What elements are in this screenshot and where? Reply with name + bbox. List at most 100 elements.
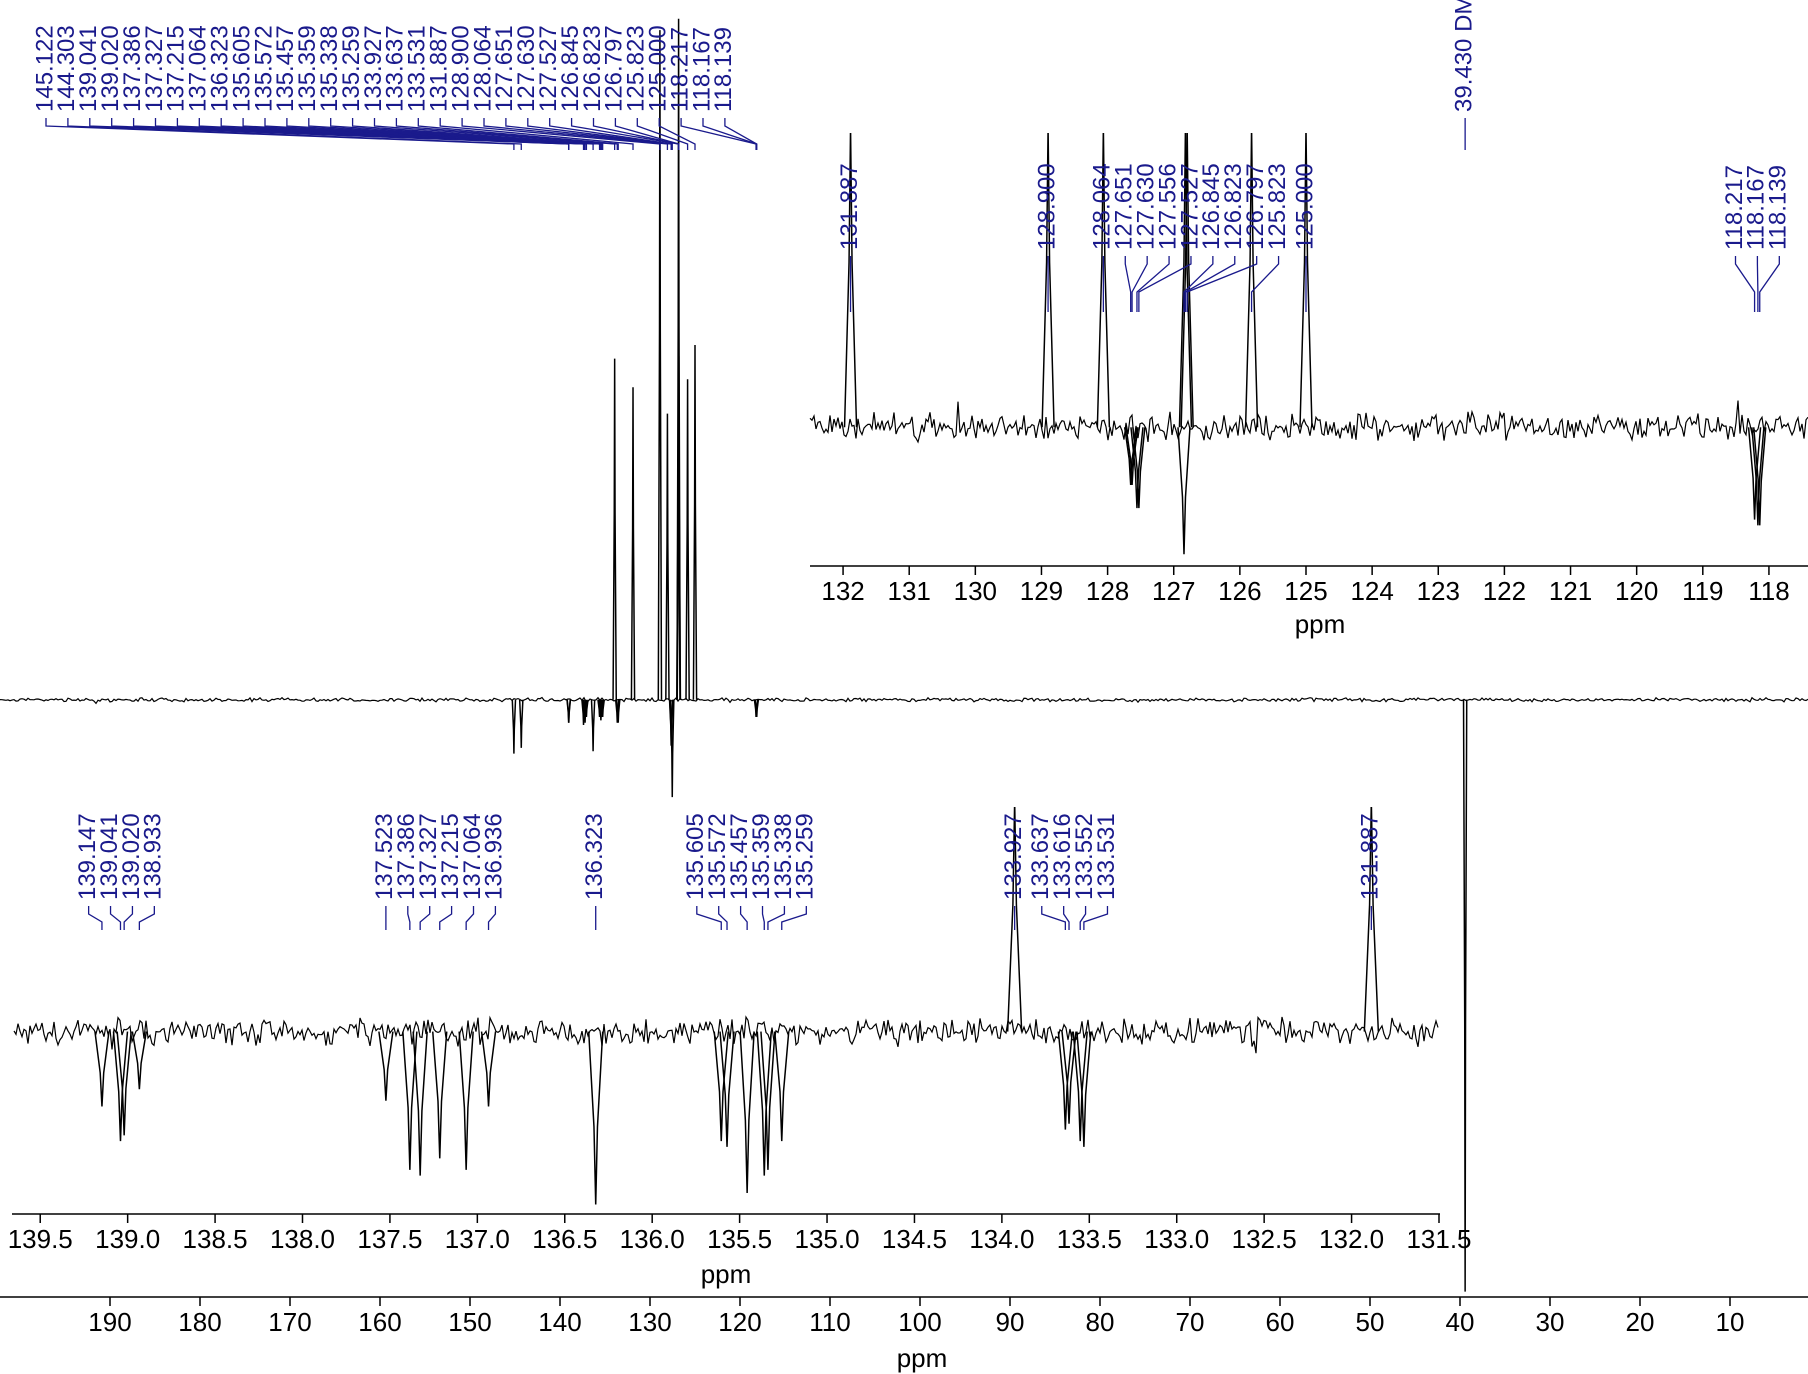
peak-leader [417, 118, 619, 150]
peak [587, 1031, 604, 1205]
x-axis-label: ppm [1295, 609, 1346, 639]
peak-label: 137.064 [185, 25, 212, 112]
peak-leader [1041, 906, 1067, 930]
peak-label: 128.064 [469, 25, 496, 112]
peak [657, 30, 663, 700]
x-tick-label: 170 [268, 1307, 311, 1337]
peak-label: 125.000 [1291, 163, 1318, 250]
x-tick-label: 129 [1020, 576, 1063, 606]
peak-leader [1083, 906, 1109, 930]
peak-label: 135.457 [272, 25, 299, 112]
x-tick-label: 60 [1266, 1307, 1295, 1337]
x-tick-label: 135.5 [707, 1224, 772, 1254]
peak [1057, 1031, 1074, 1130]
peak [756, 1031, 773, 1176]
peak [131, 1031, 148, 1090]
x-tick-label: 100 [898, 1307, 941, 1337]
peak [518, 699, 524, 748]
peak-label: 128.900 [447, 25, 474, 112]
x-tick-label: 180 [178, 1307, 221, 1337]
x-tick-label: 136.5 [532, 1224, 597, 1254]
peak-leader [483, 118, 669, 150]
peak-label: 135.572 [250, 25, 277, 112]
peak-label: 125.000 [645, 25, 672, 112]
peak [754, 699, 760, 717]
peak-leader [636, 118, 689, 150]
peak-label: 126.845 [1198, 163, 1225, 250]
x-tick-label: 139.0 [95, 1224, 160, 1254]
peak-label: 125.823 [1264, 163, 1291, 250]
spectrum [0, 18, 1808, 1292]
peak [1462, 699, 1468, 1292]
peak-label: 139.020 [118, 813, 145, 900]
x-tick-label: 138.0 [270, 1224, 335, 1254]
peak-label: 133.531 [404, 25, 431, 112]
peak-label: 127.651 [491, 25, 518, 112]
x-tick-label: 150 [448, 1307, 491, 1337]
peak-leader [87, 906, 103, 930]
peak-leader [123, 906, 134, 930]
peak-label: 128.064 [1089, 163, 1116, 250]
peak-leader [1250, 256, 1280, 312]
peak [480, 1031, 497, 1107]
x-tick-label: 125 [1284, 576, 1327, 606]
x-tick-label: 131.5 [1406, 1224, 1471, 1254]
peak-label: 135.259 [792, 813, 819, 900]
x-tick-label: 10 [1716, 1307, 1745, 1337]
x-tick-label: 139.5 [8, 1224, 73, 1254]
peak [1041, 133, 1055, 428]
peak [676, 356, 682, 700]
peak-leader [767, 906, 786, 930]
peak [1747, 427, 1762, 520]
peak-leader [702, 118, 758, 150]
peak-label: 133.616 [1049, 813, 1076, 900]
peak-label: 133.637 [382, 25, 409, 112]
x-tick-label: 30 [1536, 1307, 1565, 1337]
peak [739, 1031, 755, 1193]
x-tick-label: 110 [809, 1307, 850, 1337]
peak [412, 1031, 428, 1176]
peak-leader [1136, 256, 1170, 312]
peak-label: 139.147 [74, 813, 101, 900]
x-tick-label: 135.0 [794, 1224, 859, 1254]
peak-label: 126.823 [1220, 163, 1247, 250]
peak-label: 126.823 [579, 25, 606, 112]
peak-leader [111, 118, 570, 150]
peak-label: 135.259 [338, 25, 365, 112]
peak-label: 135.605 [682, 813, 709, 900]
peak-label: 133.552 [1071, 813, 1098, 900]
peak-leader [1124, 256, 1132, 312]
peak-leader [351, 118, 604, 150]
peak-leader [67, 118, 522, 150]
x-tick-label: 140 [538, 1307, 581, 1337]
peak-label: 127.556 [1154, 163, 1181, 250]
peak-label: 131.887 [836, 163, 863, 250]
peak [1130, 427, 1144, 509]
peak [590, 699, 596, 752]
peak [1006, 807, 1023, 1032]
peak [669, 699, 675, 798]
x-tick-label: 134.0 [969, 1224, 1034, 1254]
peak-leader [1184, 256, 1236, 312]
peak-label: 118.217 [1721, 165, 1748, 250]
peak-label: 139.020 [97, 25, 124, 112]
peak [402, 1031, 418, 1170]
peak [1180, 133, 1194, 428]
baseline-noise [13, 1015, 1439, 1054]
peak [432, 1031, 448, 1159]
x-tick-label: 137.0 [445, 1224, 510, 1254]
peak-label: 137.064 [459, 813, 486, 900]
peak [1178, 133, 1193, 428]
peak-label: 135.338 [316, 25, 343, 112]
peak-label: 127.630 [1133, 163, 1160, 250]
peak-leader [658, 118, 696, 150]
peak-leader [220, 118, 594, 150]
x-tick-label: 80 [1086, 1307, 1115, 1337]
peak-label: 125.823 [623, 25, 650, 112]
peak-label: 139.041 [96, 813, 123, 900]
peak [511, 699, 517, 754]
peak-leader [724, 118, 758, 150]
peak-leader [330, 118, 603, 150]
x-tick-label: 90 [996, 1307, 1025, 1337]
